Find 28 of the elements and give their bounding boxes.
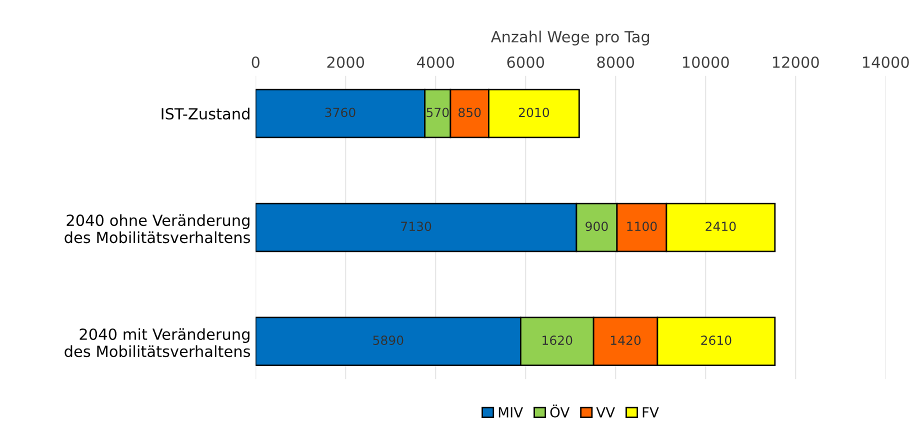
x-tick-label: 14000 — [862, 56, 909, 68]
data-label: 5890 — [373, 336, 404, 346]
x-tick-label: 8000 — [597, 56, 634, 68]
legend-label: ÖV — [550, 404, 570, 418]
x-tick-label: 6000 — [507, 56, 544, 68]
data-label: 1420 — [610, 336, 641, 346]
x-tick-label: 2000 — [327, 56, 364, 68]
data-label: 1100 — [627, 222, 657, 232]
data-label: 3760 — [325, 108, 356, 118]
data-label: 2010 — [518, 108, 550, 118]
y-tick-label: 2040 ohne Veränderung des Mobilitätsverhaltens — [64, 214, 250, 244]
data-label: 900 — [586, 222, 608, 232]
legend-label: MIV — [498, 407, 524, 418]
legend-label: FV — [642, 407, 659, 418]
y-tick-label: 2040 mit Veränderung des Mobilitätsverhaltens — [64, 328, 250, 358]
x-tick-label: 4000 — [416, 56, 454, 68]
x-tick-label: 10000 — [682, 56, 729, 68]
data-label: 1620 — [542, 336, 572, 346]
data-label: 2610 — [701, 336, 732, 346]
data-label: 2410 — [706, 222, 736, 232]
x-axis-title: Anzahl Wege pro Tag — [490, 30, 650, 46]
data-label: 7130 — [401, 222, 432, 232]
x-tick-label: 0 — [252, 56, 260, 68]
legend-label: VV — [596, 407, 615, 418]
y-tick-label: IST-Zustand — [162, 108, 250, 120]
x-tick-label: 12000 — [772, 56, 819, 68]
data-label: 570 — [426, 108, 449, 118]
data-label: 850 — [458, 108, 481, 118]
